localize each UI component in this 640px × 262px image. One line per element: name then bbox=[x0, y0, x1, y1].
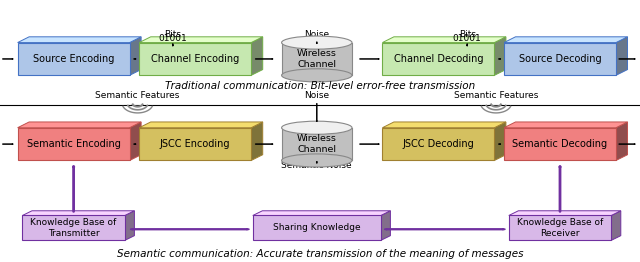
Polygon shape bbox=[381, 211, 390, 241]
Polygon shape bbox=[18, 122, 141, 128]
Polygon shape bbox=[18, 37, 141, 42]
Text: Sharing Knowledge: Sharing Knowledge bbox=[273, 223, 360, 232]
Polygon shape bbox=[383, 37, 506, 42]
Text: JSCC Encoding: JSCC Encoding bbox=[160, 139, 230, 149]
Text: Channel Encoding: Channel Encoding bbox=[151, 54, 239, 64]
Text: Semantic Decoding: Semantic Decoding bbox=[513, 139, 607, 149]
Ellipse shape bbox=[282, 69, 352, 82]
Polygon shape bbox=[130, 37, 141, 75]
Bar bbox=[18, 128, 130, 160]
Bar bbox=[140, 42, 251, 75]
Bar bbox=[18, 42, 130, 75]
Bar bbox=[282, 128, 352, 160]
Text: 01001: 01001 bbox=[159, 34, 187, 43]
Text: Semantic communication: Accurate transmission of the meaning of messages: Semantic communication: Accurate transmi… bbox=[116, 249, 524, 259]
Text: Noise: Noise bbox=[304, 91, 330, 100]
Polygon shape bbox=[22, 211, 134, 215]
Bar bbox=[504, 128, 616, 160]
Polygon shape bbox=[495, 37, 506, 75]
Text: Bits: Bits bbox=[164, 30, 181, 39]
Polygon shape bbox=[509, 211, 621, 215]
Ellipse shape bbox=[282, 154, 352, 167]
Bar bbox=[383, 42, 494, 75]
Ellipse shape bbox=[282, 121, 352, 134]
Text: Semantic Encoding: Semantic Encoding bbox=[27, 139, 120, 149]
Text: Traditional communication: Bit-level error-free transmission: Traditional communication: Bit-level err… bbox=[165, 81, 475, 91]
Bar bbox=[509, 215, 611, 241]
Polygon shape bbox=[383, 122, 506, 128]
Text: Semantic Features: Semantic Features bbox=[95, 91, 180, 100]
Polygon shape bbox=[140, 122, 262, 128]
Text: Wireless
Channel: Wireless Channel bbox=[297, 49, 337, 69]
Text: Semantic Features: Semantic Features bbox=[454, 91, 538, 100]
Polygon shape bbox=[504, 122, 627, 128]
Text: Semantic Noise: Semantic Noise bbox=[282, 161, 352, 170]
Bar bbox=[282, 42, 352, 75]
Text: 01001: 01001 bbox=[453, 34, 481, 43]
Text: Source Encoding: Source Encoding bbox=[33, 54, 115, 64]
Text: Bits: Bits bbox=[459, 30, 476, 39]
Text: JSCC Decoding: JSCC Decoding bbox=[403, 139, 474, 149]
Polygon shape bbox=[616, 122, 627, 160]
Polygon shape bbox=[253, 211, 390, 215]
Text: Knowledge Base of
Transmitter: Knowledge Base of Transmitter bbox=[31, 218, 116, 238]
Bar bbox=[504, 42, 616, 75]
Polygon shape bbox=[611, 211, 621, 241]
Text: Wireless
Channel: Wireless Channel bbox=[297, 134, 337, 154]
Polygon shape bbox=[616, 37, 627, 75]
Text: Noise: Noise bbox=[304, 30, 330, 39]
Bar bbox=[140, 128, 251, 160]
Polygon shape bbox=[251, 37, 262, 75]
Bar bbox=[22, 215, 125, 241]
Text: Source Decoding: Source Decoding bbox=[518, 54, 602, 64]
Polygon shape bbox=[125, 211, 134, 241]
Text: Channel Decoding: Channel Decoding bbox=[394, 54, 483, 64]
Bar bbox=[253, 215, 381, 241]
Polygon shape bbox=[251, 122, 262, 160]
Polygon shape bbox=[130, 122, 141, 160]
Text: Knowledge Base of
Receiver: Knowledge Base of Receiver bbox=[517, 218, 603, 238]
Polygon shape bbox=[504, 37, 627, 42]
Ellipse shape bbox=[282, 36, 352, 49]
Polygon shape bbox=[495, 122, 506, 160]
Polygon shape bbox=[140, 37, 262, 42]
Bar bbox=[383, 128, 494, 160]
